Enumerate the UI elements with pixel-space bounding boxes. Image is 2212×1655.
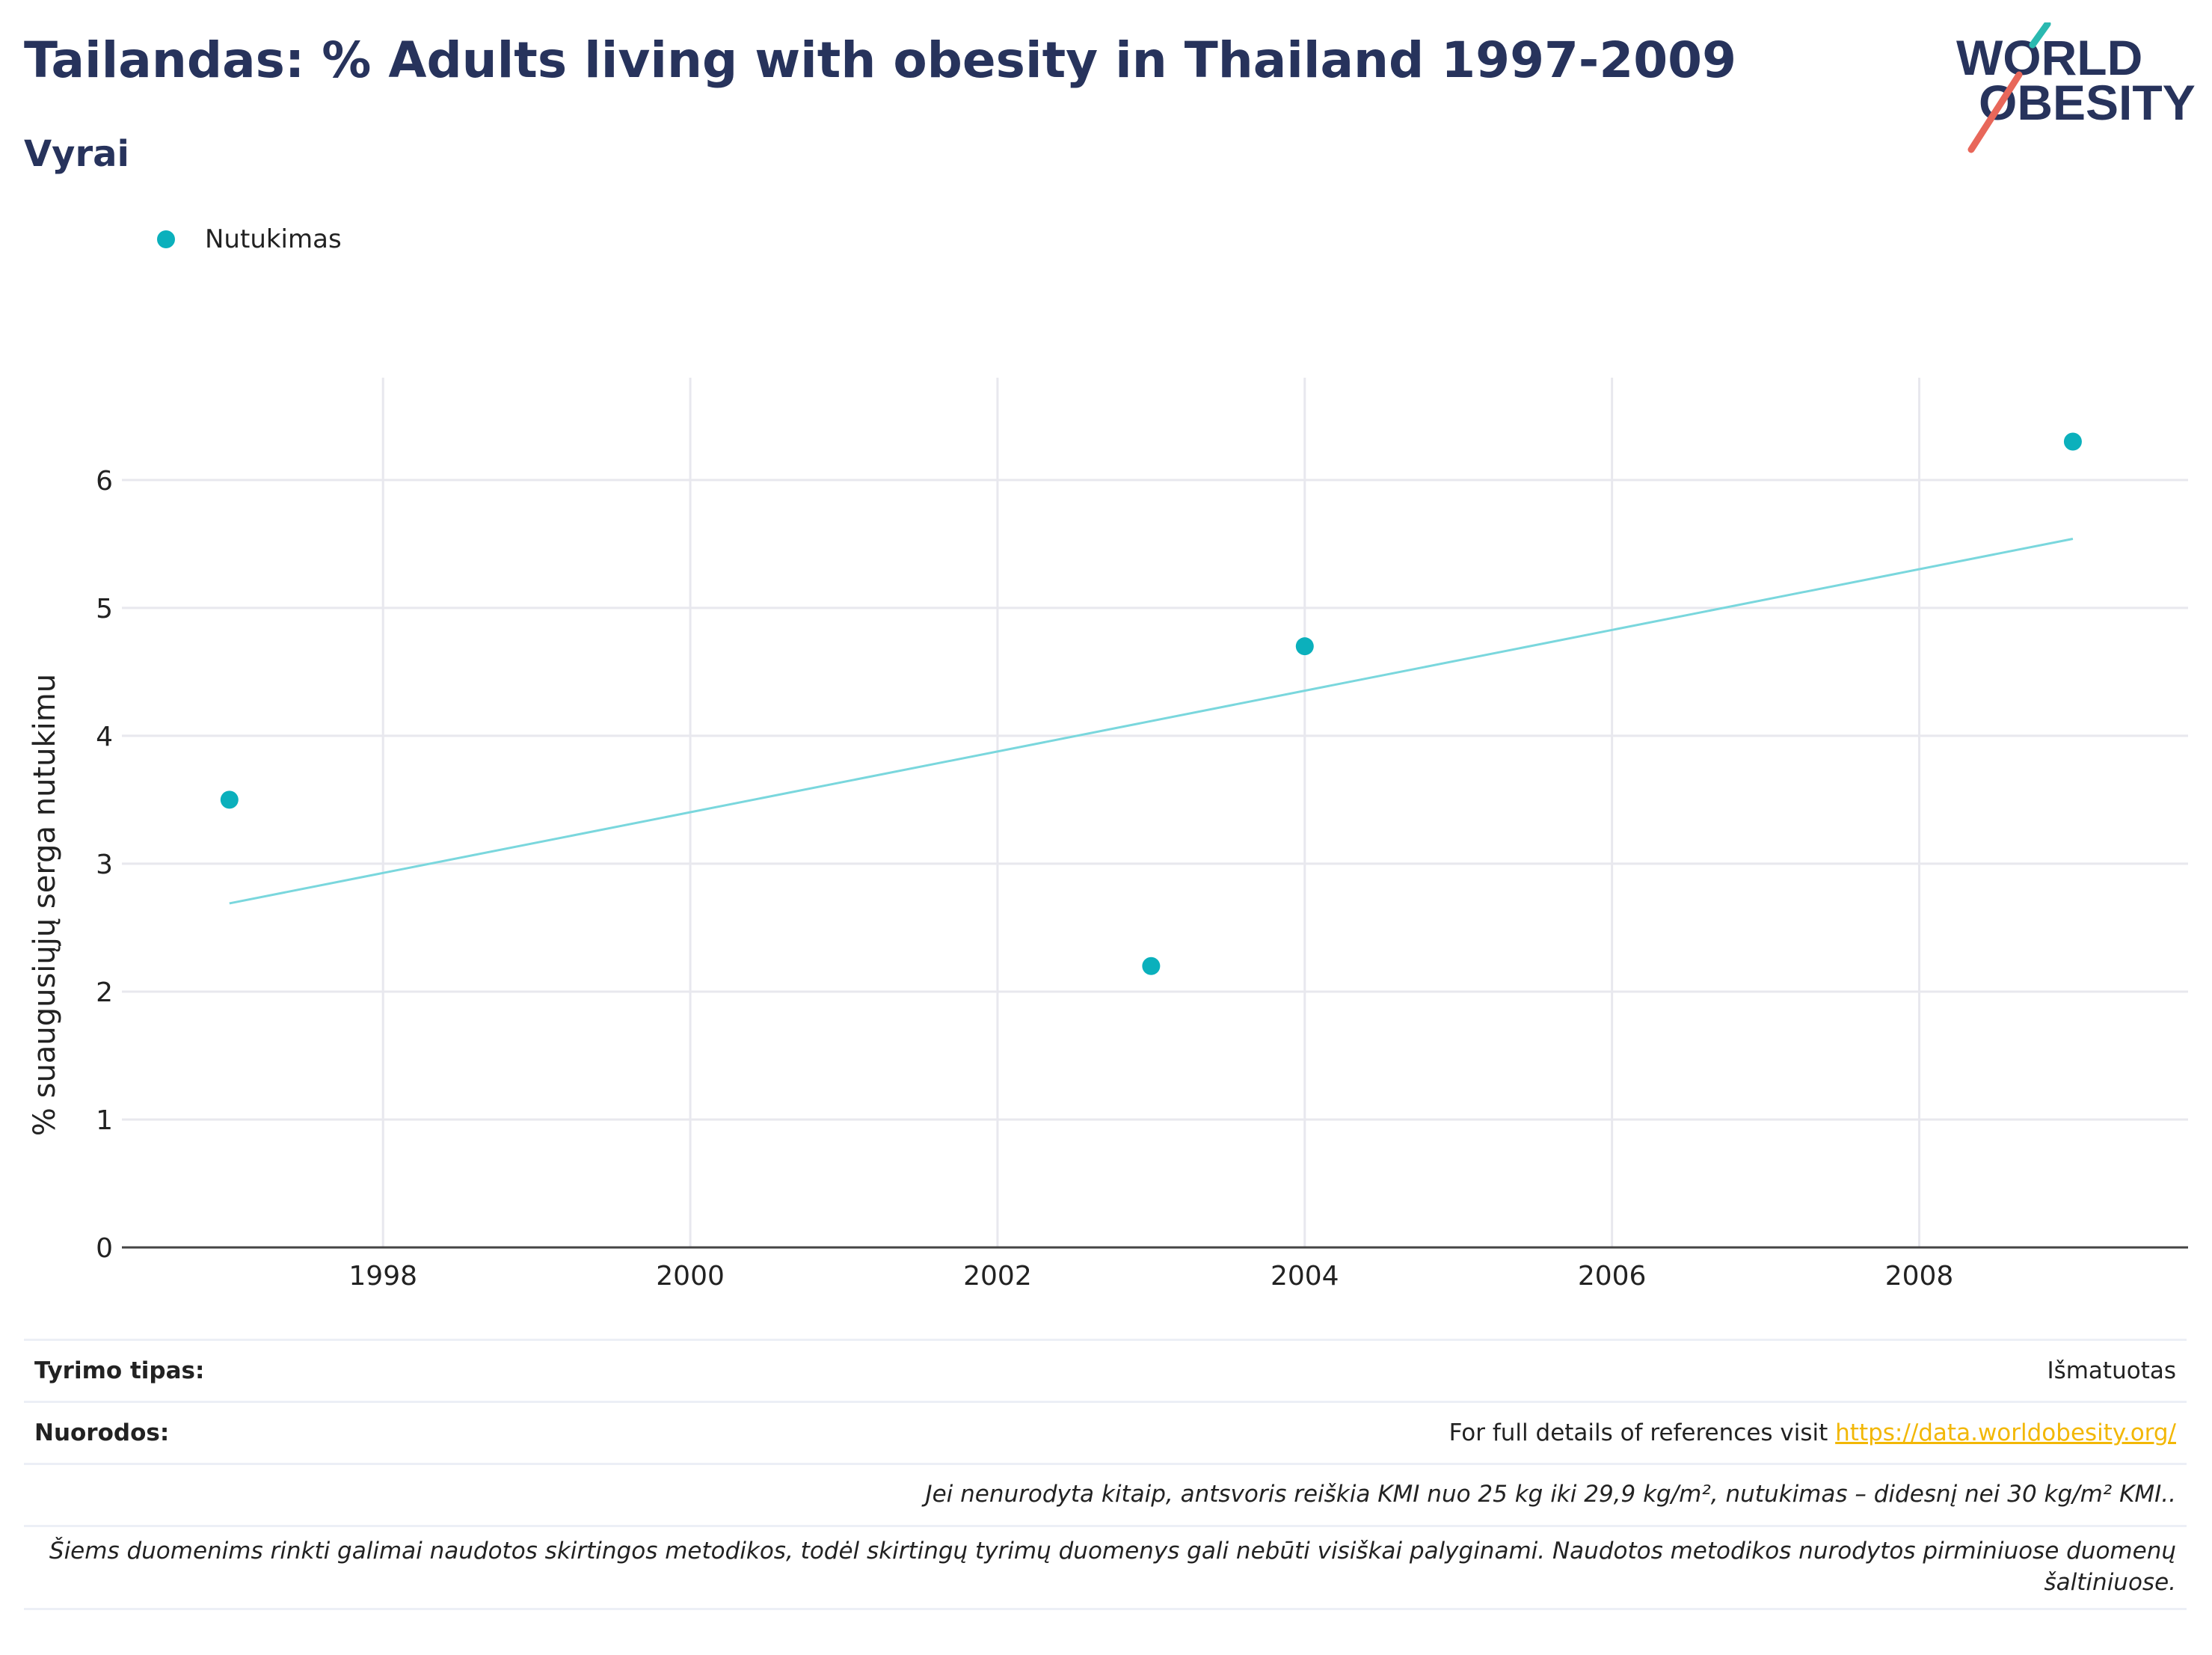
references-row: Nuorodos: For full details of references… — [24, 1403, 2187, 1465]
methods-note-row: Šiems duomenims rinkti galimai naudotos … — [24, 1527, 2187, 1610]
definition-note-row: Jei nenurodyta kitaip, antsvoris reiškia… — [24, 1465, 2187, 1527]
chart-legend[interactable]: Nutukimas — [157, 224, 342, 254]
study-type-row: Tyrimo tipas: Išmatuotas — [24, 1339, 2187, 1403]
y-tick-label: 1 — [96, 1105, 113, 1136]
chart-footer: Tyrimo tipas: Išmatuotas Nuorodos: For f… — [24, 1339, 2187, 1610]
logo-slash-red — [1967, 71, 2023, 153]
study-type-value: Išmatuotas — [2047, 1357, 2176, 1384]
logo-word-world: WORLD — [1956, 30, 2142, 85]
data-point — [2063, 432, 2082, 451]
x-tick-label: 2008 — [1885, 1261, 1954, 1292]
y-tick-label: 5 — [96, 594, 113, 624]
y-tick-label: 4 — [96, 722, 113, 752]
x-tick-label: 2000 — [656, 1261, 725, 1292]
study-type-label: Tyrimo tipas: — [34, 1357, 205, 1384]
references-label: Nuorodos: — [34, 1419, 170, 1446]
legend-marker — [157, 230, 175, 248]
references-text: For full details of references visit — [1448, 1419, 1836, 1446]
references-value: For full details of references visit htt… — [1449, 1419, 2187, 1446]
x-tick-label: 2002 — [963, 1261, 1032, 1292]
y-tick-label: 6 — [96, 466, 113, 497]
methods-note: Šiems duomenims rinkti galimai naudotos … — [49, 1538, 2176, 1596]
y-tick-label: 3 — [96, 850, 113, 880]
page-subtitle: Vyrai — [24, 133, 129, 175]
logo-slash-teal — [2029, 22, 2051, 49]
data-point — [1295, 637, 1314, 656]
y-tick-label: 0 — [96, 1233, 113, 1264]
world-obesity-logo: WORLD OBESITY — [1956, 22, 2196, 153]
data-point — [220, 790, 239, 809]
scatter-chart: 0 1 2 3 4 5 6 1998 2000 2002 2004 2006 2008 — [96, 378, 2188, 1292]
references-link[interactable]: https://data.worldobesity.org/ — [1835, 1419, 2176, 1446]
x-tick-label: 2006 — [1578, 1261, 1647, 1292]
y-tick-label: 2 — [96, 977, 113, 1008]
trend-line — [229, 538, 2074, 905]
definition-note: Jei nenurodyta kitaip, antsvoris reiškia… — [925, 1481, 2176, 1508]
x-tick-label: 1998 — [348, 1261, 417, 1292]
page-title: Tailandas: % Adults living with obesity … — [24, 31, 1737, 89]
legend-label: Nutukimas — [205, 224, 342, 254]
data-point — [1142, 957, 1161, 975]
x-tick-label: 2004 — [1271, 1261, 1339, 1292]
